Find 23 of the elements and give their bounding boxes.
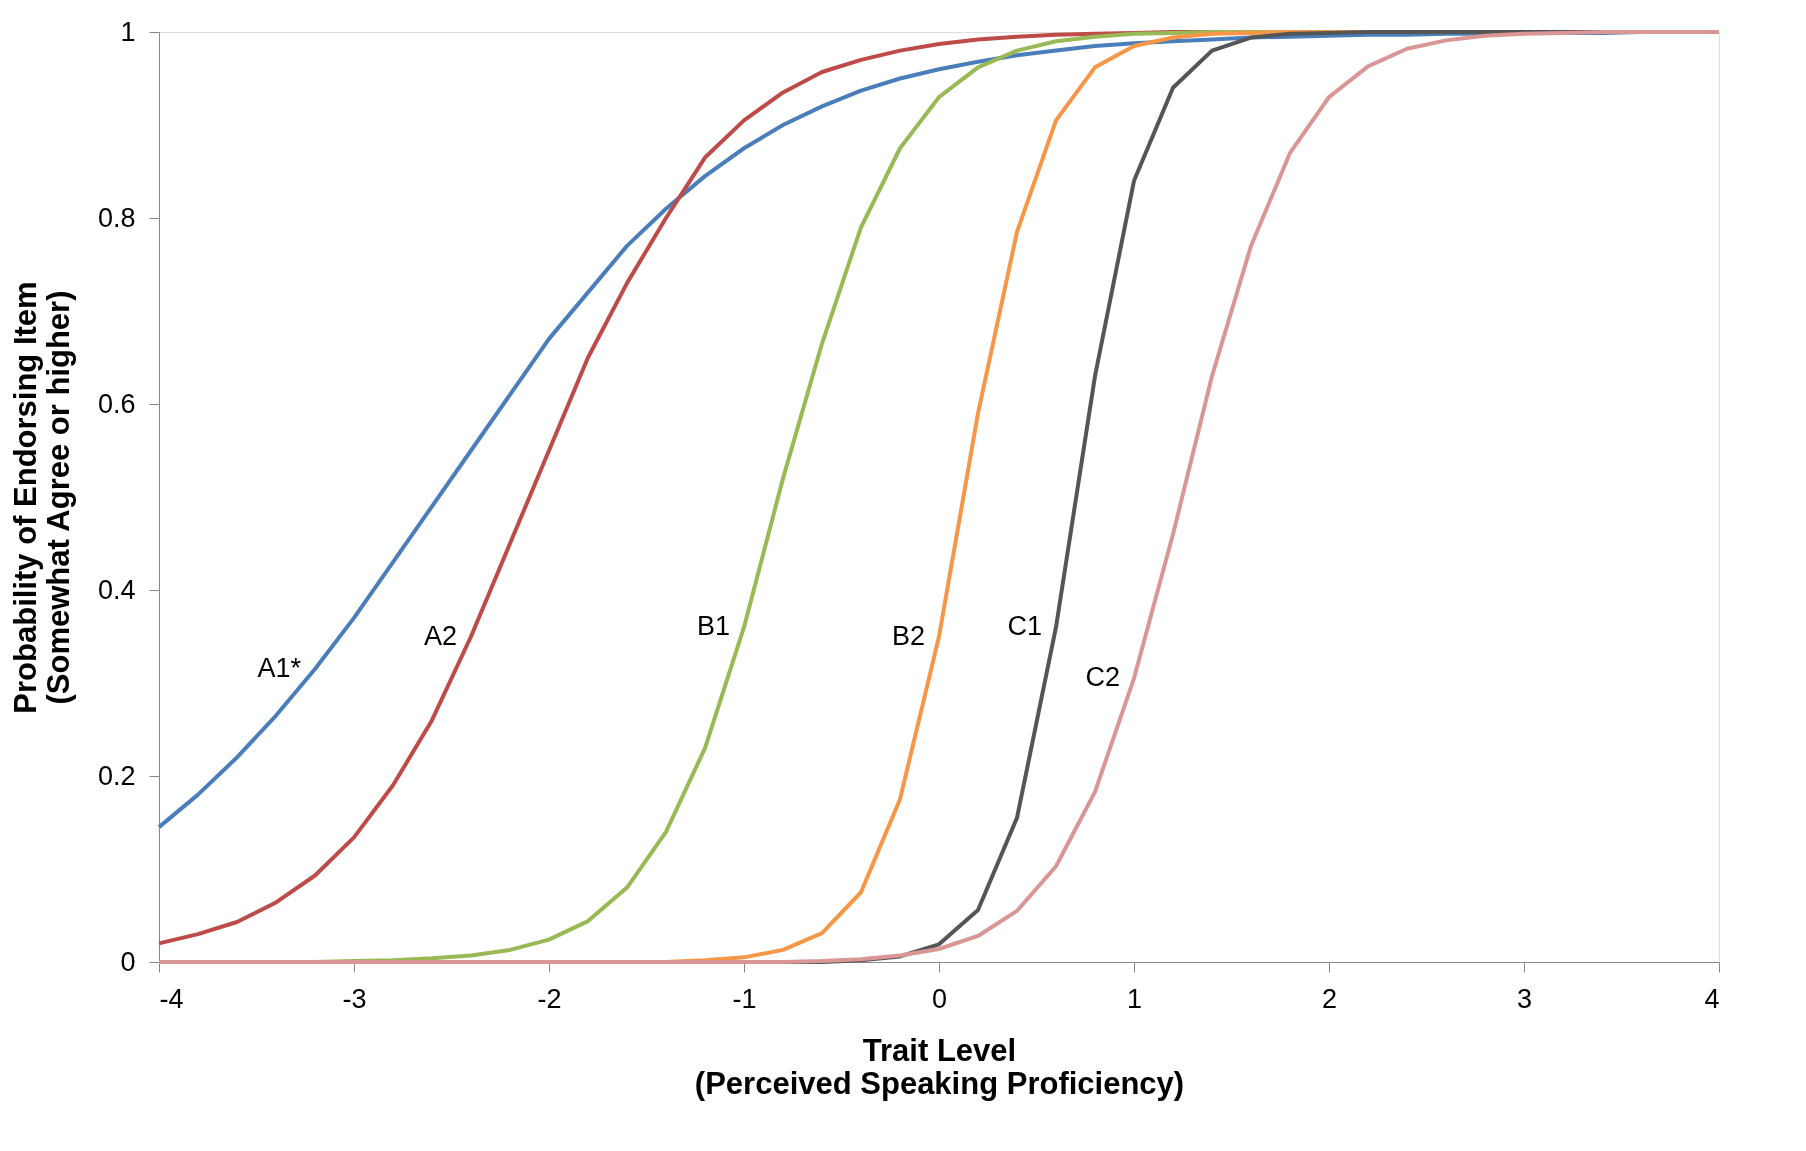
- y-tick-label: 0.6: [97, 388, 136, 419]
- series-label: C1: [1007, 611, 1042, 642]
- y-tick-label: 0: [120, 946, 136, 977]
- series-label: C2: [1085, 662, 1120, 693]
- x-tick-label: -3: [342, 983, 367, 1014]
- x-tick-label: 0: [931, 983, 948, 1014]
- x-tick-label: 3: [1516, 983, 1533, 1014]
- y-tick-label: 0.4: [97, 574, 136, 605]
- series-label: A1*: [257, 653, 302, 684]
- x-tick-label: 2: [1321, 983, 1338, 1014]
- series-label: B2: [891, 620, 925, 651]
- x-tick-label: -2: [537, 983, 562, 1014]
- x-tick-label: 4: [1704, 983, 1720, 1014]
- y-tick-label: 0.8: [97, 202, 136, 233]
- x-tick-label: 1: [1126, 983, 1143, 1014]
- x-axis-title: Trait Level (Perceived Speaking Proficiency): [694, 1032, 1185, 1101]
- x-tick-label: -4: [159, 983, 184, 1014]
- series-label: A2: [423, 620, 457, 651]
- x-tick-label: -1: [732, 983, 757, 1014]
- y-axis-title: Probability of Endorsing Item (Somewhat Agree or higher): [7, 281, 76, 714]
- y-tick-label: 0.2: [97, 760, 136, 791]
- y-tick-label: 1: [120, 16, 136, 47]
- series-label: B1: [696, 611, 730, 642]
